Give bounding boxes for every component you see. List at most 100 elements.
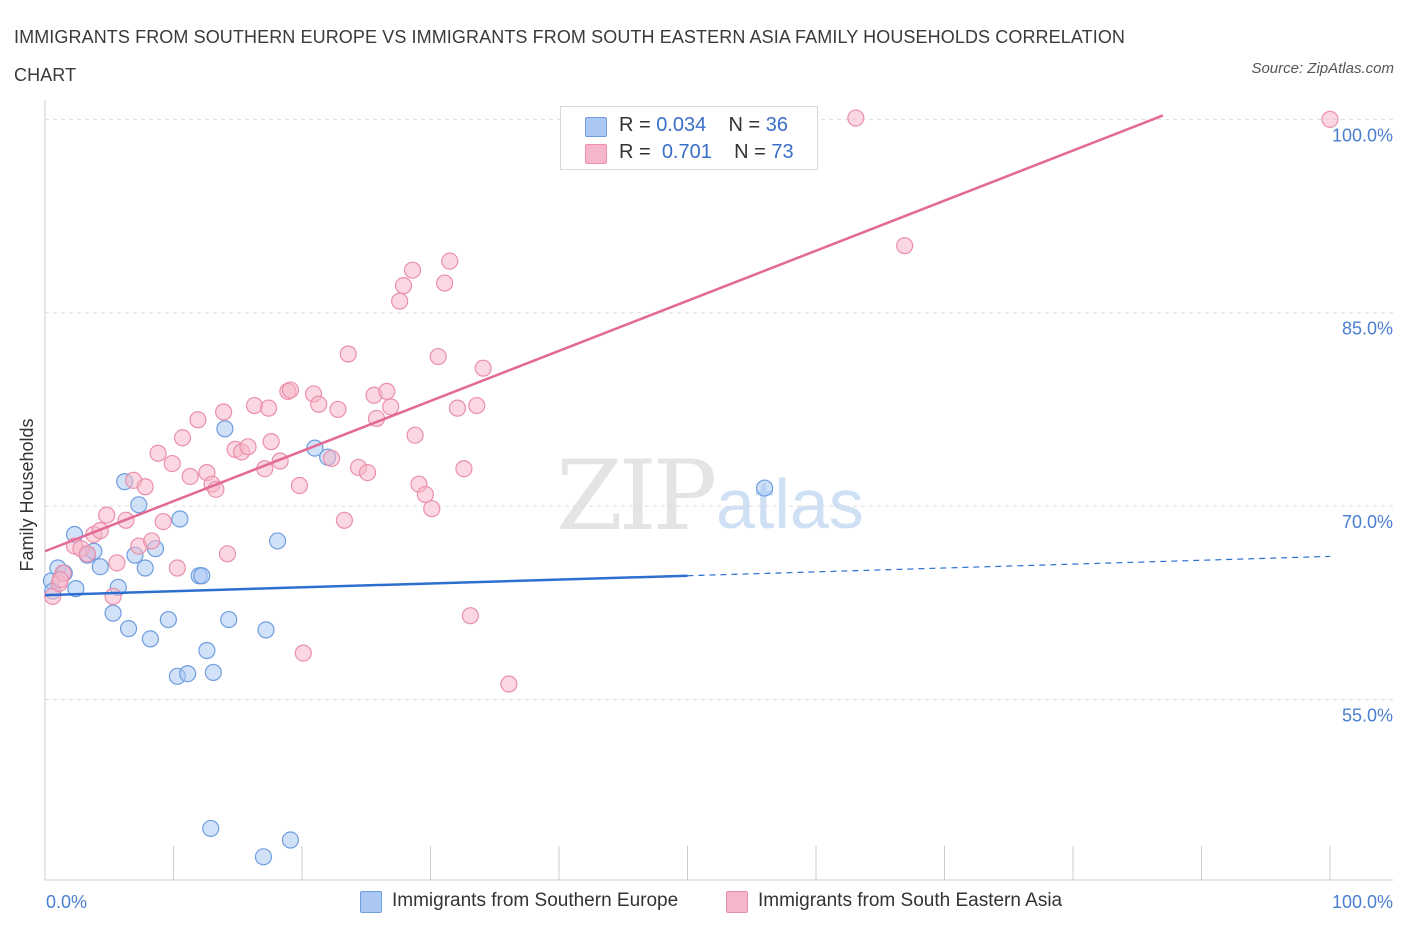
- bottom-legend-label: Immigrants from South Eastern Asia: [758, 890, 1063, 911]
- chart-title: IMMIGRANTS FROM SOUTHERN EUROPE VS IMMIG…: [14, 27, 1126, 85]
- data-point: [290, 476, 309, 495]
- data-point: [461, 607, 479, 625]
- y-ticks: 55.0% 70.0% 85.0% 100.0%: [1332, 125, 1393, 725]
- data-point: [423, 500, 441, 518]
- data-point: [406, 426, 424, 444]
- data-point: [108, 554, 126, 572]
- data-point: [119, 619, 138, 638]
- data-point: [403, 261, 422, 279]
- data-point: [281, 831, 300, 849]
- data-point: [130, 496, 148, 514]
- data-point: [173, 429, 192, 447]
- watermark-atlas: atlas: [716, 465, 864, 543]
- data-point: [500, 675, 518, 693]
- data-point: [847, 109, 865, 127]
- data-point: [262, 433, 280, 451]
- data-point: [159, 610, 177, 629]
- series-south-eastern-asia: [44, 109, 1339, 693]
- data-point: [193, 567, 211, 585]
- data-point: [281, 381, 300, 399]
- trend-lines: [44, 114, 1331, 597]
- data-point: [143, 532, 161, 550]
- legend-n-label: N =: [728, 114, 766, 136]
- data-point: [245, 396, 264, 415]
- trend-line-extension-southern-europe: [687, 555, 1331, 577]
- data-point: [455, 460, 473, 478]
- legend-r-label: R =: [619, 141, 657, 163]
- data-point: [448, 399, 467, 417]
- data-point: [429, 347, 447, 366]
- data-point: [198, 641, 216, 660]
- data-point: [98, 506, 116, 524]
- data-point: [179, 665, 197, 683]
- data-point: [104, 604, 122, 622]
- data-point: [436, 274, 454, 292]
- data-point: [78, 545, 97, 563]
- data-point: [382, 398, 400, 416]
- data-point: [220, 610, 238, 629]
- bottom-legend-swatch-pink: [726, 891, 748, 913]
- data-point: [168, 559, 186, 577]
- data-point: [239, 438, 257, 456]
- data-point: [136, 559, 154, 577]
- data-point: [104, 587, 122, 605]
- data-point: [204, 663, 222, 682]
- data-point: [339, 345, 357, 363]
- data-point: [329, 400, 347, 419]
- data-point: [1321, 110, 1339, 128]
- data-point: [394, 277, 413, 295]
- legend-r-label: R =: [619, 114, 657, 136]
- data-point: [474, 359, 492, 377]
- data-point: [259, 399, 278, 417]
- data-point: [163, 454, 181, 473]
- y-axis-title: Family Households: [17, 418, 37, 571]
- data-point: [468, 396, 486, 415]
- data-point: [378, 382, 396, 400]
- data-point: [322, 449, 341, 468]
- gridlines: [45, 118, 1393, 701]
- bottom-legend-swatch-blue: [360, 891, 382, 913]
- data-point: [215, 403, 233, 421]
- trend-line-southern-europe: [44, 574, 688, 597]
- data-point: [141, 630, 159, 648]
- data-point: [171, 510, 189, 528]
- data-point: [67, 580, 85, 598]
- data-point: [755, 479, 774, 497]
- data-point: [268, 532, 287, 550]
- bottom-legend-label: Immigrants from Southern Europe: [392, 890, 679, 911]
- legend-n-value: 73: [771, 141, 794, 163]
- x-tick-label-min: 0.0%: [46, 892, 87, 912]
- data-point: [254, 848, 273, 866]
- data-point: [896, 237, 914, 255]
- trend-line-south-eastern-asia: [44, 114, 1164, 553]
- data-point: [216, 420, 234, 438]
- data-point: [441, 252, 459, 270]
- legend-n-value: 36: [765, 114, 789, 136]
- data-point: [358, 463, 377, 482]
- watermark-zip: ZIP: [556, 440, 717, 552]
- data-point: [335, 511, 354, 529]
- x-tick-label-max: 100.0%: [1332, 892, 1393, 912]
- data-point: [189, 411, 207, 429]
- legend-swatch-blue: [585, 117, 607, 137]
- data-point: [294, 644, 312, 662]
- stats-legend: R = 0.034 N = 36 R = 0.701 N = 73: [560, 106, 818, 170]
- legend-swatch-pink: [585, 144, 607, 164]
- data-point: [391, 292, 409, 310]
- y-tick-label: 55.0%: [1342, 706, 1393, 726]
- data-point: [257, 621, 275, 639]
- data-point: [51, 571, 70, 589]
- data-point: [202, 819, 220, 838]
- data-point: [416, 485, 434, 504]
- data-point: [310, 395, 328, 413]
- legend-n-label: N =: [734, 141, 772, 163]
- legend-r-value: 0.701: [661, 141, 712, 163]
- data-point: [218, 545, 237, 563]
- y-tick-label: 85.0%: [1342, 319, 1393, 339]
- data-point: [154, 512, 172, 531]
- data-point: [91, 558, 109, 576]
- data-point: [181, 467, 199, 486]
- axes: [44, 100, 1393, 881]
- data-point: [149, 444, 167, 462]
